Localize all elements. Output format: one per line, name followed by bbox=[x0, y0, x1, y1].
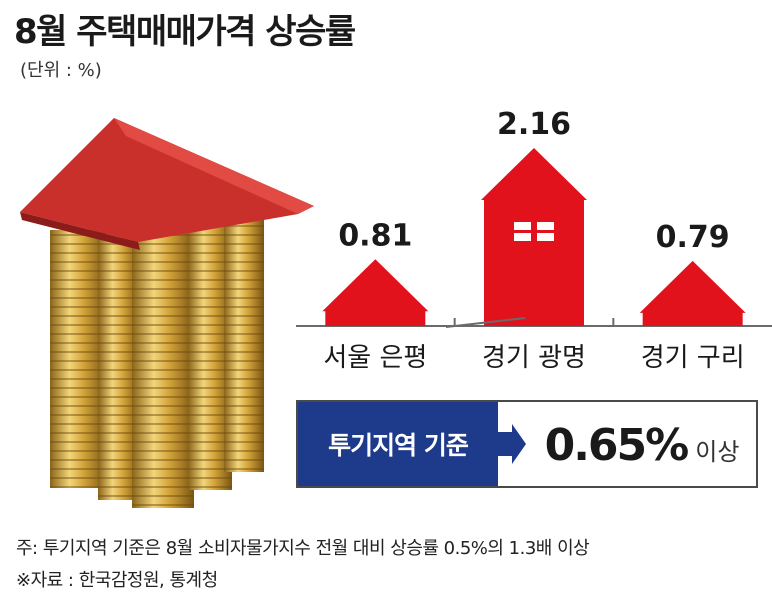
category-label: 서울 은평 bbox=[323, 343, 427, 373]
category-label: 경기 광명 bbox=[482, 343, 586, 373]
window-icon bbox=[695, 334, 713, 343]
window-icon bbox=[378, 344, 396, 353]
unit-label: (단위 : %) bbox=[20, 60, 102, 81]
bar-group: 0.79 경기 구리 bbox=[639, 220, 746, 373]
window-icon bbox=[378, 333, 396, 342]
window-icon bbox=[514, 222, 531, 230]
source-note: ※자료 : 한국감정원, 통계청 bbox=[16, 570, 218, 591]
axis-tick bbox=[445, 317, 526, 328]
bar-chart: 0.81 서울 은평 2.16 경기 광명 0.79 경기 구리 bbox=[296, 107, 772, 373]
bar-house bbox=[481, 148, 587, 326]
window-icon bbox=[514, 233, 531, 241]
window-icon bbox=[672, 334, 690, 343]
category-label: 경기 구리 bbox=[641, 343, 745, 373]
window-icon bbox=[695, 345, 713, 354]
window-icon bbox=[537, 222, 554, 230]
benchmark-suffix: 이상 bbox=[695, 438, 740, 466]
window-icon bbox=[537, 233, 554, 241]
bar-group: 0.81 서울 은평 bbox=[322, 218, 429, 373]
arrow-right-icon bbox=[498, 402, 528, 486]
data-label: 0.81 bbox=[338, 218, 412, 253]
coin-house-illustration bbox=[20, 118, 314, 508]
chart-title: 8월 주택매매가격 상승률 bbox=[14, 12, 356, 52]
window-icon bbox=[355, 344, 373, 353]
bar-group: 2.16 경기 광명 bbox=[481, 107, 587, 373]
footnote: 주: 투기지역 기준은 8월 소비자물가지수 전월 대비 상승률 0.5%의 1… bbox=[16, 538, 590, 559]
benchmark-box: 투기지역 기준 0.65% 이상 bbox=[296, 400, 758, 488]
data-label: 0.79 bbox=[656, 220, 730, 255]
bar-house bbox=[322, 259, 429, 326]
bar-house bbox=[639, 260, 746, 326]
window-icon bbox=[355, 333, 373, 342]
benchmark-label: 투기지역 기준 bbox=[298, 402, 498, 486]
window-icon bbox=[672, 345, 690, 354]
benchmark-value: 0.65% bbox=[544, 420, 690, 471]
data-label: 2.16 bbox=[497, 107, 571, 142]
